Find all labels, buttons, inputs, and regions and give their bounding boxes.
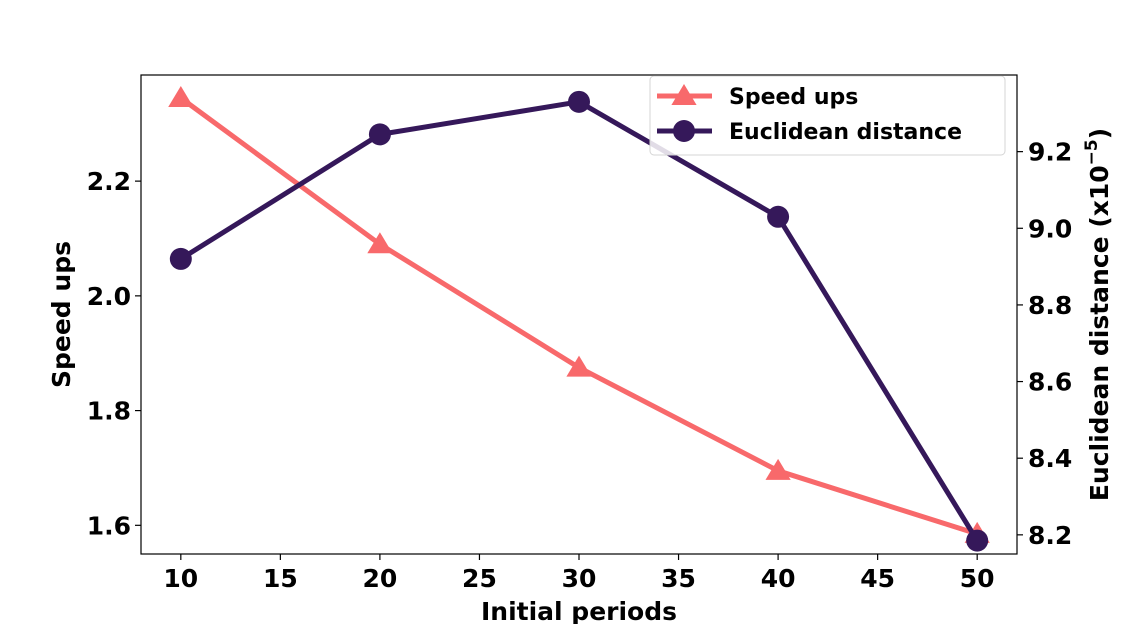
data-point-euclidean-distance bbox=[169, 247, 192, 270]
x-tick-label: 25 bbox=[462, 564, 497, 593]
data-point-speed-ups bbox=[168, 85, 194, 107]
right-y-axis-ticks: 8.2 8.4 8.6 8.8 9.0 9.2 bbox=[1017, 138, 1072, 550]
right-y-axis-label-exponent: −5 bbox=[1082, 139, 1102, 165]
right-y-axis-label-main: Euclidean distance (x10 bbox=[1085, 165, 1114, 501]
legend-label-speed-ups: Speed ups bbox=[729, 85, 858, 110]
left-y-tick-label: 2.0 bbox=[87, 282, 131, 311]
legend-box bbox=[649, 75, 1006, 156]
data-point-speed-ups bbox=[765, 458, 791, 480]
right-y-axis-label-close: ) bbox=[1085, 128, 1114, 139]
plot-frame bbox=[140, 74, 1018, 555]
data-point-euclidean-distance bbox=[368, 123, 391, 146]
data-point-speed-ups bbox=[367, 232, 393, 254]
legend: Speed ups Euclidean distance bbox=[649, 75, 1006, 156]
x-tick-label: 50 bbox=[960, 564, 995, 593]
right-y-tick-label: 8.2 bbox=[1028, 521, 1072, 550]
data-point-euclidean-distance bbox=[966, 529, 989, 552]
left-y-tick-label: 2.2 bbox=[87, 167, 131, 196]
x-tick-label: 45 bbox=[860, 564, 895, 593]
x-tick-label: 35 bbox=[661, 564, 696, 593]
series-layer bbox=[168, 85, 990, 552]
right-y-axis-label: Euclidean distance (x10−5) bbox=[1082, 128, 1114, 501]
x-tick-label: 15 bbox=[263, 564, 298, 593]
legend-marker-triangle bbox=[671, 84, 697, 105]
left-y-axis-ticks: 1.6 1.8 2.0 2.2 bbox=[87, 167, 141, 540]
series-line-speed-ups bbox=[179, 95, 978, 537]
x-axis-ticks: 10 15 20 25 30 35 40 45 50 bbox=[163, 554, 995, 593]
x-tick-label: 40 bbox=[761, 564, 796, 593]
right-y-tick-label: 8.6 bbox=[1028, 368, 1072, 397]
series-line-euclidean-distance bbox=[179, 99, 980, 542]
data-point-speed-ups bbox=[566, 355, 592, 377]
right-y-tick-label: 8.8 bbox=[1028, 291, 1072, 320]
x-tick-label: 20 bbox=[363, 564, 398, 593]
left-y-axis-label: Speed ups bbox=[47, 241, 76, 388]
right-y-tick-label: 8.4 bbox=[1028, 444, 1072, 473]
right-y-tick-label: 9.2 bbox=[1028, 138, 1072, 167]
x-tick-label: 10 bbox=[163, 564, 198, 593]
right-y-tick-label: 9.0 bbox=[1028, 214, 1072, 243]
left-y-tick-label: 1.8 bbox=[87, 397, 131, 426]
x-axis-label: Initial periods bbox=[481, 597, 677, 624]
data-point-euclidean-distance bbox=[568, 90, 590, 113]
legend-label-euclidean-distance: Euclidean distance bbox=[729, 120, 962, 145]
x-tick-label: 30 bbox=[562, 564, 597, 593]
data-point-euclidean-distance bbox=[767, 205, 790, 228]
left-y-tick-label: 1.6 bbox=[87, 511, 131, 540]
legend-marker-circle bbox=[673, 120, 695, 142]
